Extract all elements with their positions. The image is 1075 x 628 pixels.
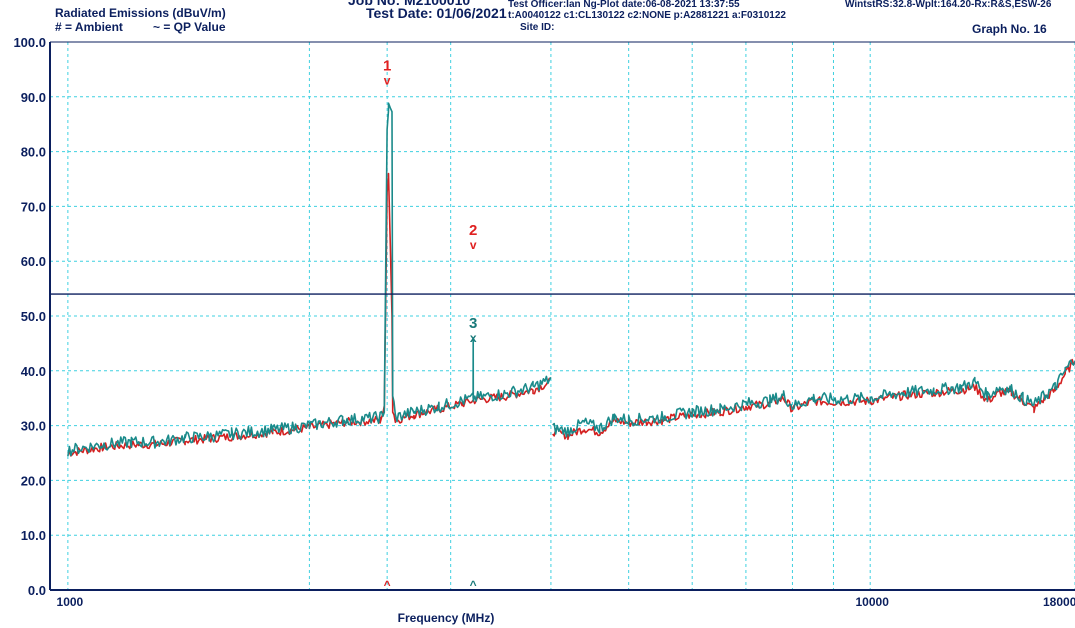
legend-qp-value: ~ = QP Value <box>153 20 226 34</box>
marker-3-label: 3 <box>469 315 477 332</box>
site-id: Site ID: <box>520 22 555 33</box>
marker-1-label: 1 <box>383 57 391 74</box>
tick-labels: 0.0 10.0 20.0 30.0 40.0 50.0 60.0 70.0 80.0 90.0 1… <box>13 35 1075 609</box>
peak-trace-line <box>67 102 1075 457</box>
x-tick-label: 18000 <box>1043 595 1075 609</box>
y-tick-label: 60.0 <box>21 254 46 269</box>
y-tick-label: 40.0 <box>21 364 46 379</box>
y-tick-label: 90.0 <box>21 90 46 105</box>
software-info: WintstRS:32.8-Wplt:164.20-Rx:R&S,ESW-26 <box>845 0 1052 10</box>
axes <box>49 41 1075 591</box>
marker-2-symbol: v <box>470 238 477 252</box>
traces <box>67 102 1075 457</box>
marker-3-symbol: x <box>470 331 477 345</box>
y-tick-label: 50.0 <box>21 309 46 324</box>
marker-1-symbol: v <box>384 73 391 87</box>
y-tick-label: 10.0 <box>21 528 46 543</box>
average-trace-line <box>67 172 1075 457</box>
transducer-info: t:A0040122 c1:CL130122 c2:NONE p:A288122… <box>508 10 786 21</box>
test-date: Test Date: 01/06/2021 <box>366 5 507 21</box>
y-tick-label: 80.0 <box>21 145 46 160</box>
y-tick-label: 20.0 <box>21 473 46 488</box>
test-officer: Test Officer:Ian Ng-Plot date:06-08-2021… <box>508 0 740 10</box>
y-tick-label: 70.0 <box>21 199 46 214</box>
y-tick-label: 0.0 <box>28 583 46 598</box>
x-tick-label: 10000 <box>856 595 890 609</box>
y-tick-label: 30.0 <box>21 419 46 434</box>
legend-ambient: # = Ambient <box>55 20 123 34</box>
y-tick-label: 100.0 <box>13 35 46 50</box>
x-tick-label: 1000 <box>57 595 84 609</box>
job-number: Job No: M2100010 <box>348 0 471 8</box>
bottom-marker: ^ <box>384 578 391 592</box>
chart-title: Radiated Emissions (dBuV/m) <box>55 6 226 20</box>
gridlines <box>50 41 1075 590</box>
marker-2-label: 2 <box>469 222 477 239</box>
graph-number: Graph No. 16 <box>972 22 1047 36</box>
x-axis-label: Frequency (MHz) <box>398 611 495 625</box>
bottom-marker: ^ <box>470 578 477 592</box>
